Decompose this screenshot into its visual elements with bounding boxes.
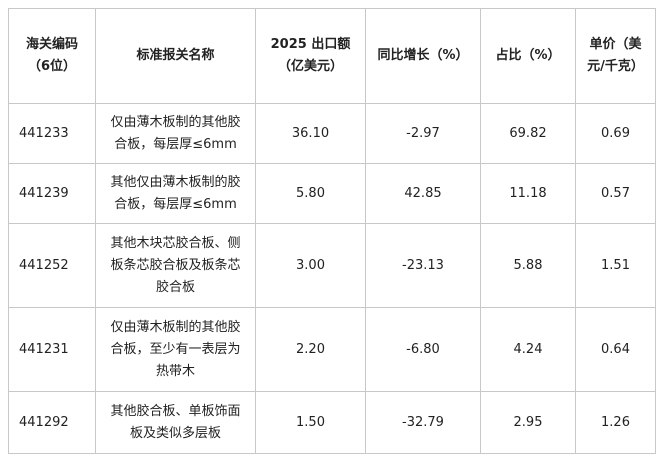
table-row: 441233 仅由薄木板制的其他胶合板，每层厚≤6mm 36.10 -2.97 69.8… [8,103,656,164]
table-cell: 441239 [8,163,96,224]
table-cell: 2.20 [255,307,366,392]
table-cell: 69.82 [480,103,576,164]
table-cell: 仅由薄木板制的其他胶合板，至少有一表层为热带木 [95,307,256,392]
header-cell: 占比（%） [480,8,576,104]
table-cell: 2.95 [480,391,576,454]
table-cell: -32.79 [365,391,481,454]
table-cell: 11.18 [480,163,576,224]
data-table: 海关编码（6位） 标准报关名称 2025 出口额（亿美元） 同比增长（%） 占比（%）单… [8,8,656,454]
table-row: 441239 其他仅由薄木板制的胶合板，每层厚≤6mm 5.80 42.85 11.18… [8,163,656,224]
table-cell: 其他胶合板、单板饰面板及类似多层板 [95,391,256,454]
header-row: 海关编码（6位） 标准报关名称 2025 出口额（亿美元） 同比增长（%） 占比（%）单… [8,8,656,104]
table-cell: 36.10 [255,103,366,164]
table-header: 海关编码（6位） 标准报关名称 2025 出口额（亿美元） 同比增长（%） 占比（%）单… [8,8,656,104]
table-row: 441292 其他胶合板、单板饰面板及类似多层板 1.50 -32.79 2.95 1.2… [8,391,656,454]
table-cell: 441233 [8,103,96,164]
header-cell: 海关编码（6位） [8,8,96,104]
table-cell: -2.97 [365,103,481,164]
table-cell: -6.80 [365,307,481,392]
table-cell: 3.00 [255,223,366,308]
header-cell: 2025 出口额（亿美元） [255,8,366,104]
table-cell: 1.26 [575,391,656,454]
table-body: 441233 仅由薄木板制的其他胶合板，每层厚≤6mm 36.10 -2.97 69.8… [8,103,656,454]
table-cell: 42.85 [365,163,481,224]
table-cell: -23.13 [365,223,481,308]
table-cell: 441252 [8,223,96,308]
table-cell: 4.24 [480,307,576,392]
table-cell: 5.88 [480,223,576,308]
table-cell: 仅由薄木板制的其他胶合板，每层厚≤6mm [95,103,256,164]
header-cell: 同比增长（%） [365,8,481,104]
table-cell: 441231 [8,307,96,392]
table-cell: 0.69 [575,103,656,164]
table-container: 海关编码（6位） 标准报关名称 2025 出口额（亿美元） 同比增长（%） 占比（%）单… [8,8,656,454]
table-cell: 其他木块芯胶合板、侧板条芯胶合板及板条芯胶合板 [95,223,256,308]
table-row: 441231 仅由薄木板制的其他胶合板，至少有一表层为热带木 2.20 -6.80 4.… [8,307,656,392]
table-cell: 441292 [8,391,96,454]
table-row: 441252 其他木块芯胶合板、侧板条芯胶合板及板条芯胶合板 3.00 -23.13 5… [8,223,656,308]
header-cell: 单价（美元/千克） [575,8,656,104]
table-cell: 0.64 [575,307,656,392]
table-cell: 0.57 [575,163,656,224]
header-cell: 标准报关名称 [95,8,256,104]
table-cell: 1.51 [575,223,656,308]
table-cell: 5.80 [255,163,366,224]
table-cell: 1.50 [255,391,366,454]
table-cell: 其他仅由薄木板制的胶合板，每层厚≤6mm [95,163,256,224]
